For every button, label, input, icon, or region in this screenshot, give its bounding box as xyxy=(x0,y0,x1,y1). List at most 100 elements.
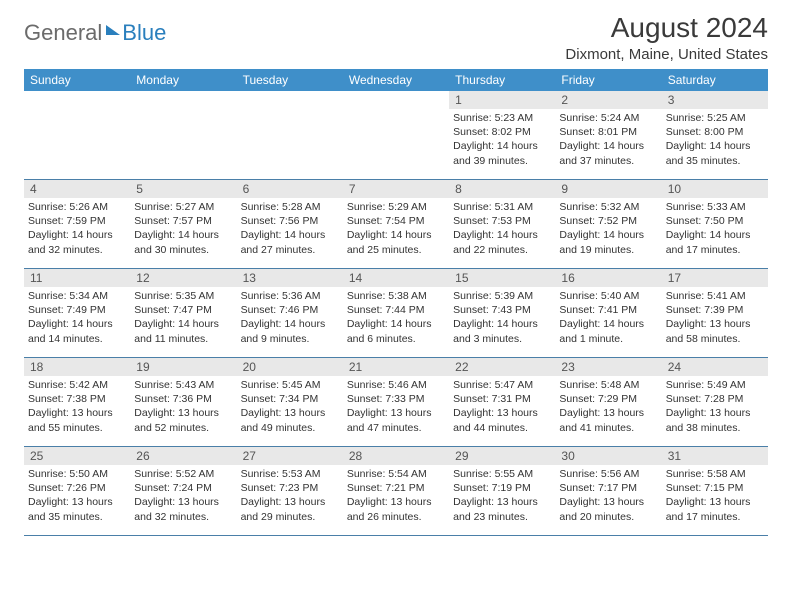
day-details: Sunrise: 5:50 AMSunset: 7:26 PMDaylight:… xyxy=(24,465,130,526)
sunrise-text: Sunrise: 5:52 AM xyxy=(134,467,232,481)
daylight-text-1: Daylight: 13 hours xyxy=(241,406,339,420)
sunset-text: Sunset: 7:44 PM xyxy=(347,303,445,317)
daylight-text-1: Daylight: 14 hours xyxy=(666,228,764,242)
sunrise-text: Sunrise: 5:35 AM xyxy=(134,289,232,303)
sunset-text: Sunset: 7:28 PM xyxy=(666,392,764,406)
daylight-text-1: Daylight: 14 hours xyxy=(134,228,232,242)
daylight-text-2: and 1 minute. xyxy=(559,332,657,346)
day-number: 14 xyxy=(343,269,449,287)
day-number: 9 xyxy=(555,180,661,198)
sunset-text: Sunset: 7:21 PM xyxy=(347,481,445,495)
sunset-text: Sunset: 7:43 PM xyxy=(453,303,551,317)
day-details: Sunrise: 5:35 AMSunset: 7:47 PMDaylight:… xyxy=(130,287,236,348)
day-number: 10 xyxy=(662,180,768,198)
day-details: Sunrise: 5:33 AMSunset: 7:50 PMDaylight:… xyxy=(662,198,768,259)
sunrise-text: Sunrise: 5:23 AM xyxy=(453,111,551,125)
day-details: Sunrise: 5:31 AMSunset: 7:53 PMDaylight:… xyxy=(449,198,555,259)
day-number: 24 xyxy=(662,358,768,376)
sunset-text: Sunset: 7:57 PM xyxy=(134,214,232,228)
sunset-text: Sunset: 7:47 PM xyxy=(134,303,232,317)
day-cell: 16Sunrise: 5:40 AMSunset: 7:41 PMDayligh… xyxy=(555,269,661,357)
day-number: 4 xyxy=(24,180,130,198)
day-number: 16 xyxy=(555,269,661,287)
day-number: 18 xyxy=(24,358,130,376)
day-number: 28 xyxy=(343,447,449,465)
calendar-week: 25Sunrise: 5:50 AMSunset: 7:26 PMDayligh… xyxy=(24,447,768,536)
calendar-week: 18Sunrise: 5:42 AMSunset: 7:38 PMDayligh… xyxy=(24,358,768,447)
day-details: Sunrise: 5:25 AMSunset: 8:00 PMDaylight:… xyxy=(662,109,768,170)
weekday-header-row: SundayMondayTuesdayWednesdayThursdayFrid… xyxy=(24,69,768,91)
day-cell: 8Sunrise: 5:31 AMSunset: 7:53 PMDaylight… xyxy=(449,180,555,268)
daylight-text-2: and 22 minutes. xyxy=(453,243,551,257)
sunrise-text: Sunrise: 5:27 AM xyxy=(134,200,232,214)
weekday-header: Monday xyxy=(130,69,236,91)
daylight-text-2: and 37 minutes. xyxy=(559,154,657,168)
sunset-text: Sunset: 7:34 PM xyxy=(241,392,339,406)
sunrise-text: Sunrise: 5:46 AM xyxy=(347,378,445,392)
day-number: 29 xyxy=(449,447,555,465)
day-number: 6 xyxy=(237,180,343,198)
logo-text-2: Blue xyxy=(122,20,166,46)
title-block: August 2024 Dixmont, Maine, United State… xyxy=(565,12,768,63)
sunset-text: Sunset: 7:46 PM xyxy=(241,303,339,317)
day-number: 20 xyxy=(237,358,343,376)
daylight-text-1: Daylight: 13 hours xyxy=(559,406,657,420)
sunset-text: Sunset: 7:41 PM xyxy=(559,303,657,317)
sunrise-text: Sunrise: 5:41 AM xyxy=(666,289,764,303)
header: General Blue August 2024 Dixmont, Maine,… xyxy=(24,12,768,63)
daylight-text-1: Daylight: 14 hours xyxy=(347,228,445,242)
sunset-text: Sunset: 8:02 PM xyxy=(453,125,551,139)
sunset-text: Sunset: 7:38 PM xyxy=(28,392,126,406)
day-number: 7 xyxy=(343,180,449,198)
day-details: Sunrise: 5:39 AMSunset: 7:43 PMDaylight:… xyxy=(449,287,555,348)
day-cell: 26Sunrise: 5:52 AMSunset: 7:24 PMDayligh… xyxy=(130,447,236,535)
day-cell: 1Sunrise: 5:23 AMSunset: 8:02 PMDaylight… xyxy=(449,91,555,179)
daylight-text-2: and 14 minutes. xyxy=(28,332,126,346)
day-cell: 12Sunrise: 5:35 AMSunset: 7:47 PMDayligh… xyxy=(130,269,236,357)
day-details: Sunrise: 5:40 AMSunset: 7:41 PMDaylight:… xyxy=(555,287,661,348)
sunrise-text: Sunrise: 5:43 AM xyxy=(134,378,232,392)
daylight-text-1: Daylight: 14 hours xyxy=(134,317,232,331)
daylight-text-1: Daylight: 14 hours xyxy=(28,228,126,242)
day-cell: 13Sunrise: 5:36 AMSunset: 7:46 PMDayligh… xyxy=(237,269,343,357)
daylight-text-2: and 26 minutes. xyxy=(347,510,445,524)
day-cell xyxy=(343,91,449,179)
daylight-text-2: and 23 minutes. xyxy=(453,510,551,524)
daylight-text-1: Daylight: 13 hours xyxy=(453,406,551,420)
day-cell: 20Sunrise: 5:45 AMSunset: 7:34 PMDayligh… xyxy=(237,358,343,446)
daylight-text-1: Daylight: 14 hours xyxy=(559,139,657,153)
logo: General Blue xyxy=(24,12,166,46)
day-cell: 19Sunrise: 5:43 AMSunset: 7:36 PMDayligh… xyxy=(130,358,236,446)
weekday-header: Friday xyxy=(555,69,661,91)
daylight-text-1: Daylight: 13 hours xyxy=(347,495,445,509)
day-details: Sunrise: 5:55 AMSunset: 7:19 PMDaylight:… xyxy=(449,465,555,526)
daylight-text-2: and 47 minutes. xyxy=(347,421,445,435)
daylight-text-1: Daylight: 13 hours xyxy=(241,495,339,509)
daylight-text-2: and 17 minutes. xyxy=(666,510,764,524)
daylight-text-1: Daylight: 13 hours xyxy=(666,317,764,331)
day-details: Sunrise: 5:58 AMSunset: 7:15 PMDaylight:… xyxy=(662,465,768,526)
daylight-text-2: and 9 minutes. xyxy=(241,332,339,346)
day-number: 2 xyxy=(555,91,661,109)
day-cell: 21Sunrise: 5:46 AMSunset: 7:33 PMDayligh… xyxy=(343,358,449,446)
day-details: Sunrise: 5:38 AMSunset: 7:44 PMDaylight:… xyxy=(343,287,449,348)
day-number: 23 xyxy=(555,358,661,376)
weekday-header: Wednesday xyxy=(343,69,449,91)
sunrise-text: Sunrise: 5:25 AM xyxy=(666,111,764,125)
sunset-text: Sunset: 7:31 PM xyxy=(453,392,551,406)
sunrise-text: Sunrise: 5:28 AM xyxy=(241,200,339,214)
sunset-text: Sunset: 7:49 PM xyxy=(28,303,126,317)
daylight-text-1: Daylight: 13 hours xyxy=(453,495,551,509)
day-details: Sunrise: 5:28 AMSunset: 7:56 PMDaylight:… xyxy=(237,198,343,259)
daylight-text-2: and 3 minutes. xyxy=(453,332,551,346)
sunrise-text: Sunrise: 5:54 AM xyxy=(347,467,445,481)
daylight-text-1: Daylight: 13 hours xyxy=(28,406,126,420)
day-details: Sunrise: 5:45 AMSunset: 7:34 PMDaylight:… xyxy=(237,376,343,437)
daylight-text-2: and 11 minutes. xyxy=(134,332,232,346)
daylight-text-2: and 35 minutes. xyxy=(28,510,126,524)
daylight-text-2: and 38 minutes. xyxy=(666,421,764,435)
day-details: Sunrise: 5:52 AMSunset: 7:24 PMDaylight:… xyxy=(130,465,236,526)
day-cell: 2Sunrise: 5:24 AMSunset: 8:01 PMDaylight… xyxy=(555,91,661,179)
sunset-text: Sunset: 7:33 PM xyxy=(347,392,445,406)
day-cell: 18Sunrise: 5:42 AMSunset: 7:38 PMDayligh… xyxy=(24,358,130,446)
